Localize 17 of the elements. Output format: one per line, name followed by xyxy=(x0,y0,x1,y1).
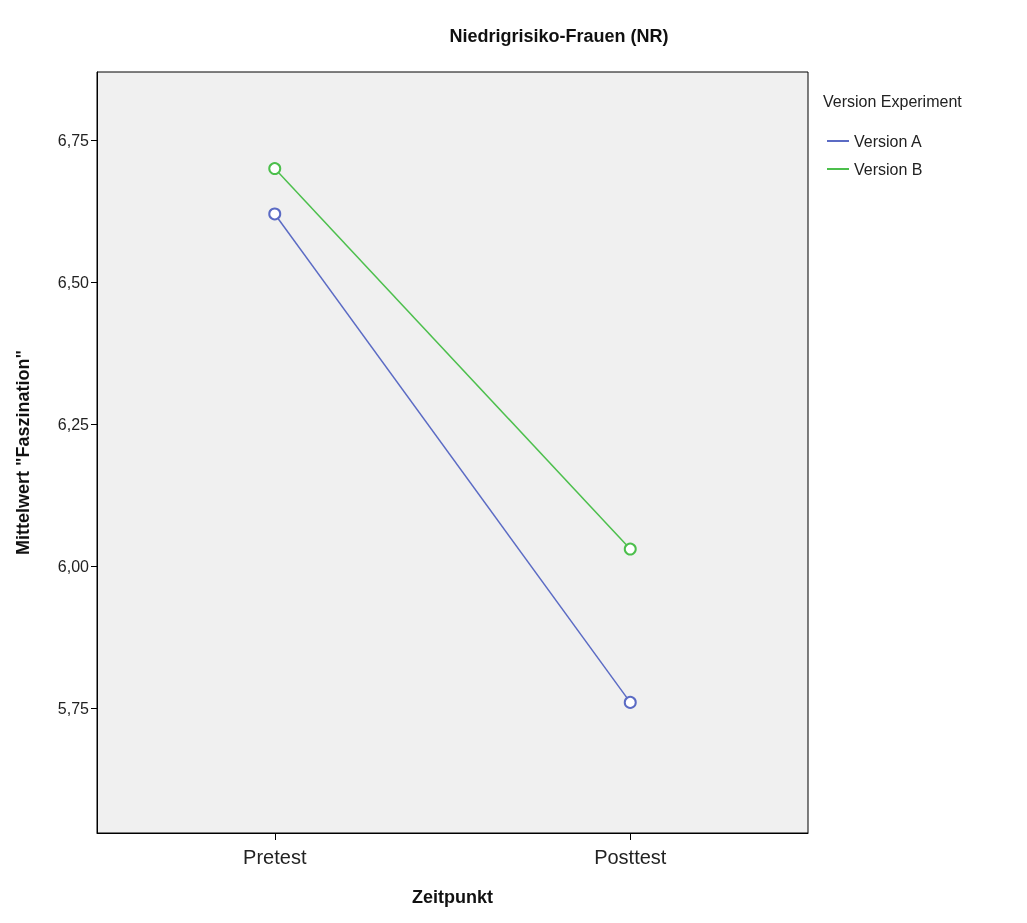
point xyxy=(268,162,282,176)
legend-label: Version A xyxy=(854,132,922,150)
legend-label: Version B xyxy=(854,160,923,178)
x-tick-label: Posttest xyxy=(594,846,667,868)
point xyxy=(623,542,637,556)
point xyxy=(268,207,282,221)
y-tick-label: 6,00 xyxy=(57,557,90,575)
y-tick-label: 6,50 xyxy=(57,273,90,291)
y-tick-label: 5,75 xyxy=(57,699,90,717)
chart-title: Niedrigrisiko-Frauen (NR) xyxy=(449,26,669,46)
y-axis-title: Mittelwert "Faszination" xyxy=(13,349,33,556)
y-tick-label: 6,25 xyxy=(57,415,90,433)
x-axis-title: Zeitpunkt xyxy=(412,887,493,907)
point xyxy=(623,695,637,709)
y-tick-label: 6,75 xyxy=(57,131,90,149)
x-tick-label: Pretest xyxy=(243,846,307,868)
legend-title: Version Experiment xyxy=(823,92,963,110)
